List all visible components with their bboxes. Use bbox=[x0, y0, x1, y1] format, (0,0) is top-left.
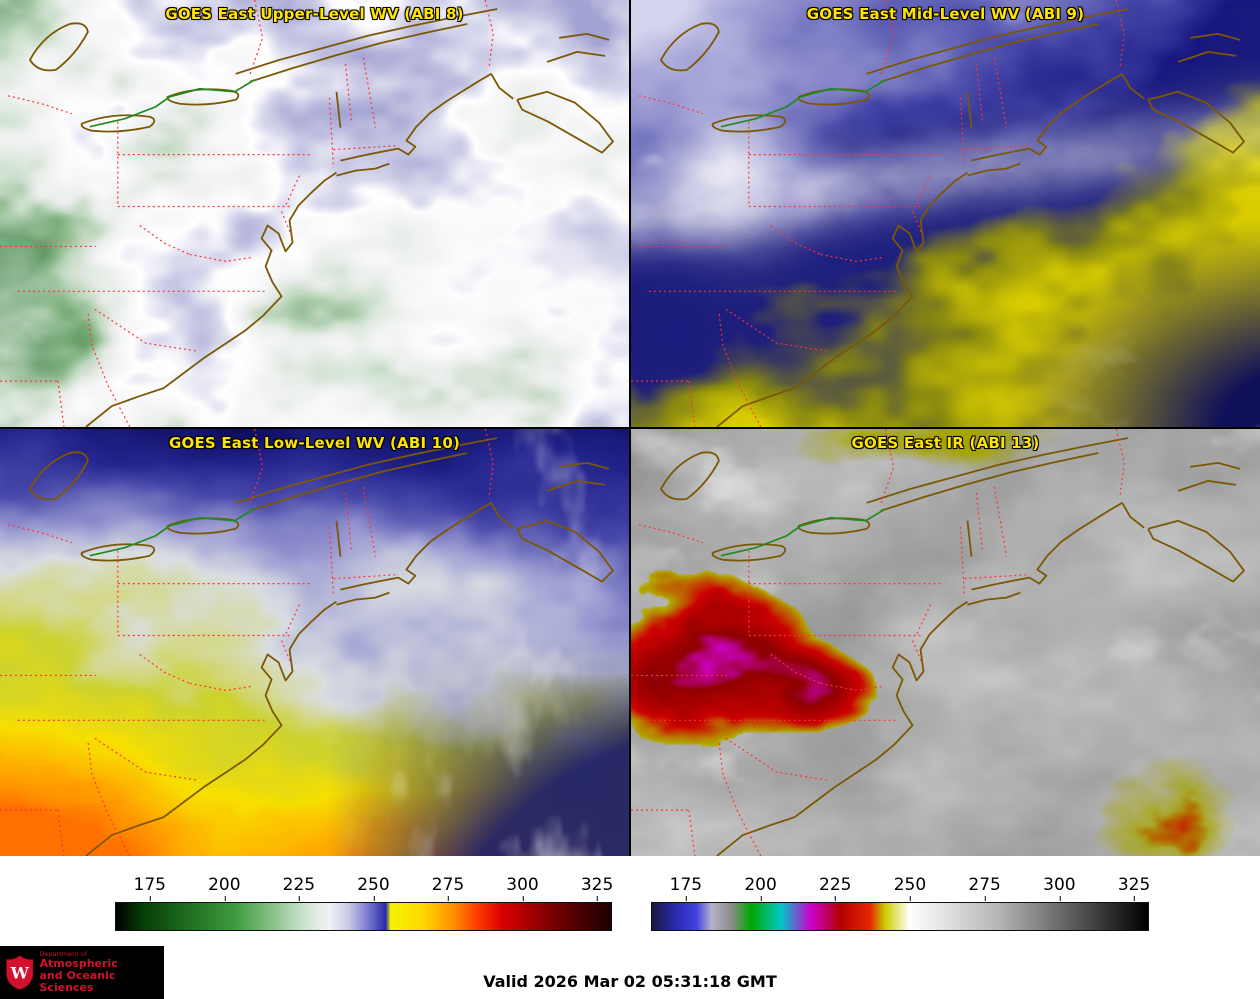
colorbar-tick-label: 175 bbox=[133, 875, 167, 901]
panel-title-abi8: GOES East Upper-Level WV (ABI 8) bbox=[165, 5, 464, 23]
colorbar-tick-label: 200 bbox=[208, 875, 241, 901]
colorbar-and-footer-strip: 175 200 225 250 275 300 325 175 200 225 250 275 300… bbox=[0, 856, 1260, 999]
colorbar-wv-ticks: 175 200 225 250 275 300 325 bbox=[115, 874, 614, 902]
colorbar-tick-label: 300 bbox=[1043, 875, 1076, 901]
panel-low-level-wv: GOES East Low-Level WV (ABI 10) bbox=[0, 429, 629, 856]
panel-title-abi13: GOES East IR (ABI 13) bbox=[851, 434, 1040, 452]
uw-dept-line1: Atmospheric bbox=[39, 956, 118, 970]
valid-timestamp: Valid 2026 Mar 02 05:31:18 GMT bbox=[483, 972, 777, 991]
colorbar-tick-label: 250 bbox=[357, 875, 390, 901]
map-boundaries-overlay bbox=[631, 0, 1245, 427]
colorbar-ir-gradient bbox=[651, 902, 1149, 931]
panel-upper-level-wv: GOES East Upper-Level WV (ABI 8) bbox=[0, 0, 629, 427]
colorbar-tick-label: 325 bbox=[580, 875, 614, 901]
colorbar-wv: 175 200 225 250 275 300 325 bbox=[115, 874, 614, 931]
colorbar-tick-label: 325 bbox=[1117, 875, 1151, 901]
map-boundaries-overlay bbox=[0, 0, 614, 427]
panel-grid: GOES East Upper-Level WV (ABI 8) GOES Ea… bbox=[0, 0, 1260, 856]
uw-dept-prefix: Department of bbox=[39, 949, 88, 958]
satellite-image-abi10 bbox=[0, 429, 629, 856]
map-boundaries-overlay bbox=[0, 429, 614, 856]
panel-ir: GOES East IR (ABI 13) bbox=[631, 429, 1260, 856]
colorbar-ir-ticks: 175 200 225 250 275 300 325 bbox=[651, 874, 1151, 902]
panel-title-abi10: GOES East Low-Level WV (ABI 10) bbox=[168, 434, 461, 452]
map-boundaries-overlay bbox=[631, 429, 1245, 856]
colorbar-tick-label: 225 bbox=[282, 875, 316, 901]
colorbar-tick-label: 175 bbox=[669, 875, 703, 901]
colorbar-tick-label: 250 bbox=[893, 875, 927, 901]
satellite-image-abi8 bbox=[0, 0, 629, 427]
satellite-image-abi13 bbox=[631, 429, 1260, 856]
colorbar-wv-gradient bbox=[115, 902, 612, 931]
colorbar-ir: 175 200 225 250 275 300 325 bbox=[651, 874, 1151, 931]
panel-title-abi9: GOES East Mid-Level WV (ABI 9) bbox=[806, 5, 1085, 23]
panel-mid-level-wv: GOES East Mid-Level WV (ABI 9) bbox=[631, 0, 1260, 427]
uw-crest-icon: W bbox=[6, 955, 34, 990]
uw-dept-text: Department of Atmospheric and Oceanic Sc… bbox=[39, 949, 160, 995]
colorbar-tick-label: 275 bbox=[431, 875, 465, 901]
uw-monogram: W bbox=[10, 963, 30, 982]
colorbar-tick-label: 200 bbox=[744, 875, 777, 901]
colorbar-tick-label: 275 bbox=[968, 875, 1001, 901]
satellite-image-abi9 bbox=[631, 0, 1260, 427]
colorbar-tick-label: 300 bbox=[506, 875, 539, 901]
uw-aos-logo: W Department of Atmospheric and Oceanic … bbox=[0, 946, 164, 999]
colorbar-tick-label: 225 bbox=[819, 875, 852, 901]
uw-dept-line2: and Oceanic Sciences bbox=[39, 969, 116, 995]
